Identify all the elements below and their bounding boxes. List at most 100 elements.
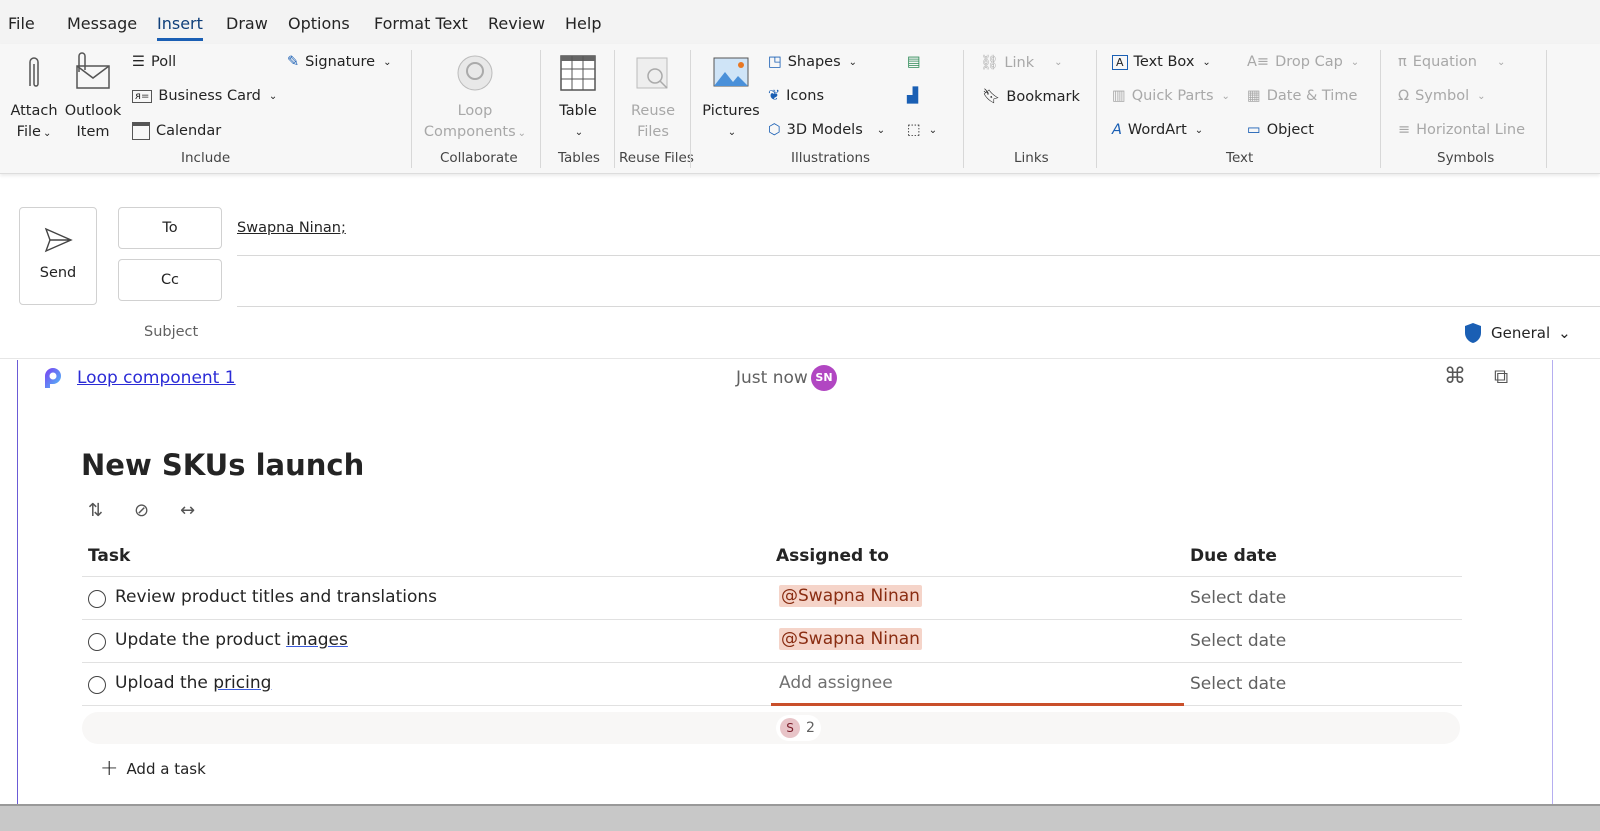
task-text[interactable]: Update the product images	[115, 630, 348, 650]
link-button[interactable]: ⛓ Link ⌄	[980, 54, 1063, 72]
menu-bar: File Message Insert Draw Options Format …	[0, 0, 1600, 44]
to-button[interactable]: To	[118, 207, 222, 249]
wordart-icon: A	[1112, 122, 1122, 138]
text-box-button[interactable]: A Text Box ⌄	[1112, 54, 1211, 70]
due-date[interactable]: Select date	[1190, 674, 1287, 694]
attach-file-button[interactable]: Attach File ⌄	[8, 54, 60, 144]
paperclip-icon	[29, 57, 39, 87]
compose-header: Send To Cc Swapna Ninan; Subject General…	[0, 180, 1600, 359]
shapes-icon: ◳	[768, 54, 782, 70]
chart-button[interactable]: ▟	[907, 88, 918, 104]
group-label-tables: Tables	[558, 150, 600, 166]
shield-icon	[1465, 323, 1481, 343]
resize-icon[interactable]: ↔	[180, 500, 196, 521]
task-text[interactable]: Review product titles and translations	[115, 587, 437, 607]
status-bar	[0, 804, 1600, 831]
subject-input[interactable]	[237, 314, 1437, 354]
table-button[interactable]: Table ⌄	[553, 54, 603, 143]
column-header-assigned[interactable]: Assigned to	[776, 546, 889, 566]
hide-icon[interactable]: ⊘	[134, 500, 150, 521]
symbol-button[interactable]: Ω Symbol ⌄	[1398, 88, 1486, 104]
task-checkbox[interactable]	[88, 676, 106, 694]
send-button[interactable]: Send	[19, 207, 97, 305]
avatar[interactable]: SN	[811, 365, 837, 391]
sensitivity-dropdown[interactable]: General ⌄	[1463, 322, 1571, 344]
drop-cap-icon: A≡	[1247, 54, 1270, 70]
poll-button[interactable]: ☰ Poll	[132, 54, 177, 70]
tab-message[interactable]: Message	[67, 14, 138, 33]
assignee-mention[interactable]: @Swapna Ninan	[779, 585, 922, 607]
date-time-button[interactable]: ▦ Date & Time	[1247, 88, 1358, 104]
tab-draw[interactable]: Draw	[226, 14, 268, 33]
shapes-button[interactable]: ◳ Shapes ⌄	[768, 54, 858, 70]
3d-models-button[interactable]: ⬡ 3D Models ⌄	[768, 122, 886, 138]
smartart-icon: ▤	[907, 54, 921, 70]
pi-icon: π	[1398, 54, 1407, 70]
drop-cap-button[interactable]: A≡ Drop Cap ⌄	[1247, 54, 1360, 70]
page-title: New SKUs launch	[81, 448, 365, 482]
to-recipient[interactable]: Swapna Ninan;	[237, 220, 346, 236]
business-card-button[interactable]: ᴙ= Business Card ⌄	[132, 88, 277, 104]
calendar-icon	[132, 122, 150, 140]
column-header-task[interactable]: Task	[88, 546, 131, 566]
presence-avatar: S	[780, 718, 800, 738]
tab-options[interactable]: Options	[288, 14, 350, 33]
horizontal-line-icon: ≡	[1398, 122, 1411, 138]
wordart-button[interactable]: A WordArt ⌄	[1112, 122, 1204, 138]
group-label-include: Include	[181, 150, 231, 166]
due-date[interactable]: Select date	[1190, 588, 1287, 608]
task-checkbox[interactable]	[88, 590, 106, 608]
link-icon: ⛓	[980, 55, 999, 71]
table-header: Task Assigned to Due date	[82, 534, 1462, 577]
presence-count: 2	[806, 720, 815, 736]
bookmark-button[interactable]: 🔖︎ Bookmark	[982, 88, 1080, 106]
horizontal-line-button[interactable]: ≡ Horizontal Line	[1398, 122, 1526, 138]
assignee-mention[interactable]: @Swapna Ninan	[779, 628, 922, 650]
outlook-item-button[interactable]: Outlook Item	[64, 52, 122, 143]
reuse-files-button[interactable]: Reuse Files	[625, 54, 681, 143]
loop-component-link[interactable]: Loop component 1	[77, 368, 236, 388]
quick-parts-button[interactable]: ▥ Quick Parts ⌄	[1112, 88, 1230, 104]
timestamp: Just now	[736, 368, 808, 388]
column-header-due[interactable]: Due date	[1190, 546, 1277, 566]
chevron-down-icon: ⌄	[1558, 324, 1571, 342]
equation-button[interactable]: π Equation ⌄	[1398, 54, 1506, 70]
table-row: Update the product images @Swapna Ninan …	[82, 620, 1462, 663]
group-label-symbols: Symbols	[1437, 150, 1495, 166]
object-icon: ▭	[1247, 122, 1261, 138]
pictures-button[interactable]: Pictures ⌄	[702, 54, 760, 143]
loop-components-button[interactable]: Loop Components ⌄	[420, 54, 530, 144]
icons-button[interactable]: ❦ Icons	[768, 88, 825, 104]
task-text[interactable]: Upload the pricing	[115, 673, 272, 693]
presence-indicator[interactable]: S 2	[776, 715, 821, 741]
screenshot-button[interactable]: ⬚ ⌄	[907, 122, 938, 138]
signature-button[interactable]: ✎ Signature ⌄	[287, 54, 392, 70]
assignee-input[interactable]: Add assignee	[771, 663, 1184, 706]
signature-icon: ✎	[287, 54, 300, 70]
cube-icon: ⬡	[768, 122, 781, 138]
picture-icon	[713, 57, 749, 87]
object-button[interactable]: ▭ Object	[1247, 122, 1314, 138]
reuse-files-icon	[636, 57, 668, 89]
tab-help[interactable]: Help	[565, 14, 602, 33]
cc-button[interactable]: Cc	[118, 259, 222, 301]
due-date[interactable]: Select date	[1190, 631, 1287, 651]
group-label-illustrations: Illustrations	[791, 150, 871, 166]
tab-format-text[interactable]: Format Text	[374, 14, 468, 33]
cc-input[interactable]	[237, 259, 1600, 305]
tab-review[interactable]: Review	[488, 14, 546, 33]
share-icon[interactable]: ⌘	[1444, 364, 1466, 389]
smartart-button[interactable]: ▤	[907, 54, 921, 70]
tab-insert[interactable]: Insert	[157, 14, 203, 41]
omega-icon: Ω	[1398, 88, 1410, 104]
ribbon: Attach File ⌄ Outlook Item ☰ Poll ᴙ= Busine…	[0, 44, 1600, 174]
date-time-icon: ▦	[1247, 88, 1261, 104]
screenshot-icon: ⬚	[907, 122, 921, 138]
sort-icon[interactable]: ⇅	[88, 500, 104, 521]
quick-parts-icon: ▥	[1112, 88, 1126, 104]
copy-icon[interactable]: ⧉	[1494, 364, 1509, 388]
task-checkbox[interactable]	[88, 633, 106, 651]
add-task-button[interactable]: + Add a task	[100, 756, 206, 781]
tab-file[interactable]: File	[8, 14, 35, 33]
calendar-button[interactable]: Calendar	[132, 122, 221, 140]
